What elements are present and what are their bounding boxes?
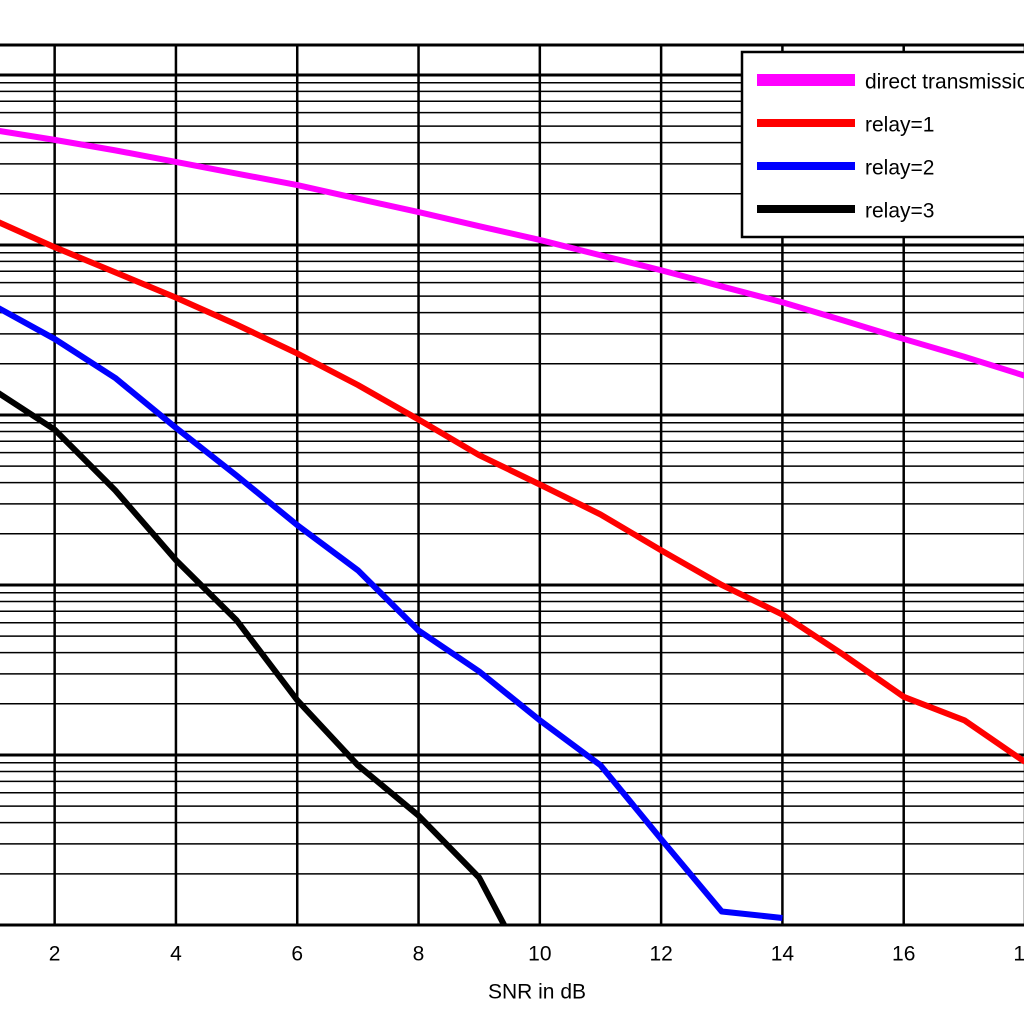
legend-label: relay=2 xyxy=(865,157,934,180)
x-axis-label: SNR in dB xyxy=(488,981,586,1004)
legend-label: relay=3 xyxy=(865,200,934,223)
series-line xyxy=(0,219,1024,765)
x-tick-label: 12 xyxy=(649,943,672,966)
plot-lines xyxy=(0,127,1024,925)
x-tick-label: 14 xyxy=(771,943,795,966)
x-tick-label: 2 xyxy=(49,943,61,966)
x-tick-label: 16 xyxy=(892,943,915,966)
series-line xyxy=(0,305,783,921)
x-tick-label: 4 xyxy=(170,943,182,966)
series-line xyxy=(0,390,508,925)
legend-label: direct transmission xyxy=(865,71,1024,94)
x-tick-label: 6 xyxy=(291,943,303,966)
legend-label: relay=1 xyxy=(865,114,934,137)
x-tick-label: 18 xyxy=(1013,943,1024,966)
x-tick-label: 8 xyxy=(413,943,425,966)
foreground: 2 4 6 8 10 12 14 16 18 direct transmission relay=1… xyxy=(49,50,1024,966)
series-line xyxy=(0,127,1024,379)
x-tick-label: 10 xyxy=(528,943,551,966)
